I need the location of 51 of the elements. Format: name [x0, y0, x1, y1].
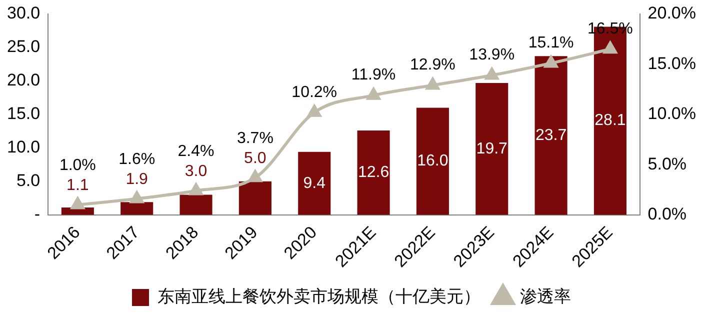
- point: [604, 42, 617, 54]
- y2-tick-label: 0.0%: [648, 204, 687, 224]
- bar: [416, 108, 449, 215]
- bar: [476, 82, 508, 215]
- data-label: 2.4%: [178, 143, 214, 160]
- bar: [298, 152, 331, 215]
- data-label: 3.7%: [236, 130, 274, 148]
- y-tick-label: 25.0: [6, 37, 40, 56]
- bar: [180, 194, 212, 215]
- data-label: 13.9%: [469, 46, 515, 64]
- data-label: 3.0: [184, 163, 208, 180]
- point: [130, 191, 144, 204]
- point: [485, 68, 499, 80]
- y2-tick-label: 15.0%: [648, 54, 696, 73]
- y-tick-label: 20.0: [6, 70, 40, 90]
- data-label: 23.7: [535, 126, 567, 144]
- point: [70, 197, 84, 210]
- data-label: 1.0%: [59, 157, 96, 174]
- data-label: 1.1: [66, 177, 89, 194]
- data-label: 11.9%: [351, 66, 396, 84]
- point: [248, 170, 262, 182]
- y2-tick-label: 10.0%: [648, 104, 696, 124]
- data-label: 15.1%: [528, 34, 574, 52]
- data-label: 1.6%: [118, 151, 156, 168]
- bar: [120, 202, 154, 215]
- bar: [534, 56, 568, 215]
- y2-tick-label: 20.0%: [648, 4, 696, 23]
- y-tick-label: 5.0: [16, 171, 40, 190]
- data-label: 1.9: [126, 171, 148, 188]
- bar: [357, 130, 390, 215]
- legend-label: 渗透率: [520, 287, 571, 306]
- data-label: 12.6: [358, 164, 390, 182]
- y-tick-label: 15.0: [6, 104, 40, 124]
- legend-label: 东南亚线上餐饮外卖市场规模（十亿美元）: [158, 287, 480, 306]
- bar: [238, 181, 272, 215]
- point: [544, 56, 558, 68]
- y-tick-label: 10.0: [6, 138, 40, 157]
- point: [426, 78, 440, 90]
- data-label: 9.4: [303, 174, 326, 192]
- point: [189, 183, 203, 196]
- data-label: 12.9%: [410, 56, 456, 74]
- y-tick-label: 30.0: [6, 4, 40, 23]
- point: [308, 104, 322, 117]
- data-label: 19.7: [476, 140, 508, 158]
- data-label: 5.0: [244, 150, 266, 168]
- point: [366, 88, 380, 100]
- y2-tick-label: 5.0%: [648, 154, 687, 174]
- y-tick-label: -: [34, 204, 40, 224]
- data-label: 28.1: [594, 112, 626, 130]
- data-label: 10.2%: [292, 84, 338, 101]
- data-label: 16.0: [417, 152, 448, 170]
